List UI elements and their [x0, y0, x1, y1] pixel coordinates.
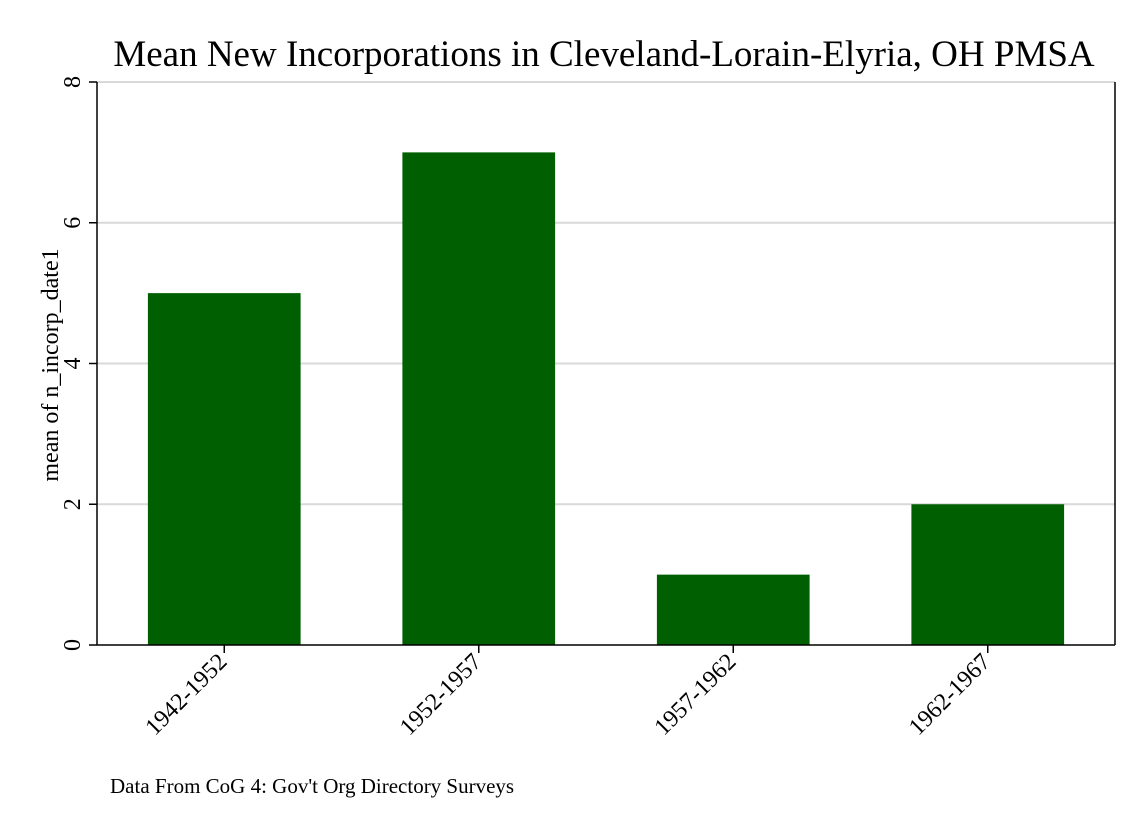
bars: [147, 152, 1065, 645]
source-note: Data From CoG 4: Gov't Org Directory Sur…: [110, 774, 514, 798]
chart-title: Mean New Incorporations in Cleveland-Lor…: [113, 34, 1095, 75]
y-tick-label: 2: [60, 498, 86, 510]
x-tick-label: 1962-1967: [904, 649, 996, 741]
y-axis-label: mean of n_incorp_date1: [38, 248, 64, 481]
x-tick-label: 1952-1957: [395, 649, 487, 741]
x-tick-label: 1942-1952: [141, 649, 233, 741]
y-tick-label: 0: [60, 639, 86, 651]
y-tick-label: 6: [60, 217, 86, 229]
x-ticks: 1942-1952 1952-1957 1957-1962 1962-1967: [141, 645, 996, 741]
y-tick-label: 4: [60, 358, 86, 370]
bar: [911, 504, 1065, 645]
bar: [147, 293, 301, 645]
bar: [656, 574, 810, 645]
bar: [402, 152, 556, 645]
y-ticks: 0 2 4 6 8: [60, 76, 97, 651]
y-tick-label: 8: [60, 76, 86, 88]
x-tick-label: 1957-1962: [650, 649, 742, 741]
